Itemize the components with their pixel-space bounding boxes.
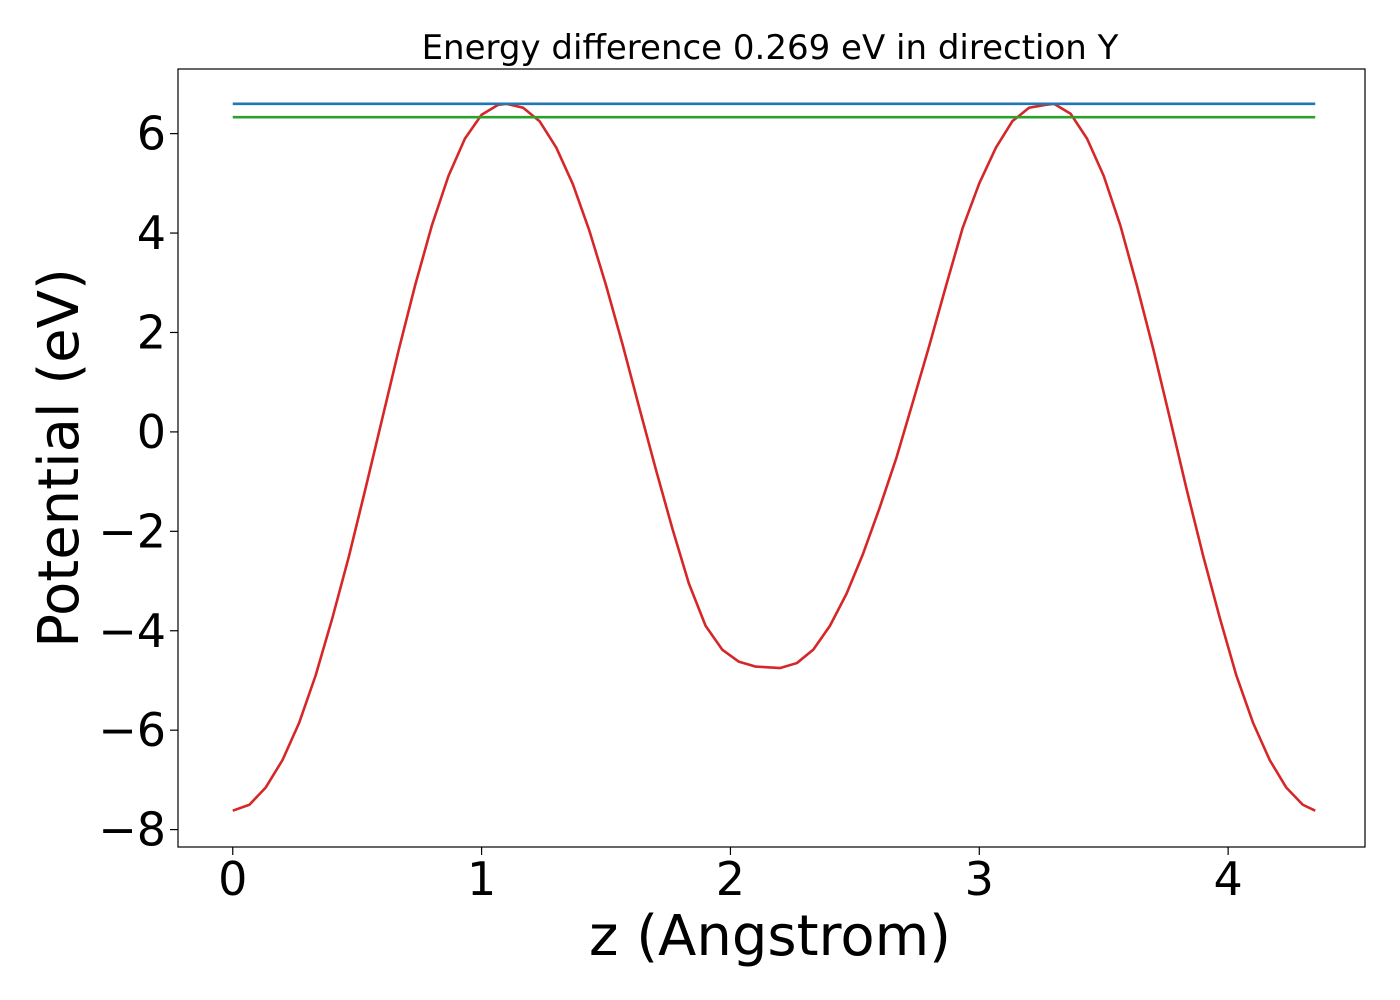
x-tick-label: 1 xyxy=(467,852,496,906)
series-layer xyxy=(232,102,1316,812)
y-tick-label: 0 xyxy=(137,405,166,459)
y-tick-label: 2 xyxy=(137,305,166,359)
y-axis-ticks: −8 −6 −4 −2 0 2 4 6 xyxy=(98,107,178,857)
series-line-0 xyxy=(232,102,1316,812)
x-tick-label: 0 xyxy=(218,852,247,906)
x-tick-label: 3 xyxy=(965,852,994,906)
y-tick-label: 4 xyxy=(137,206,166,260)
y-tick-label: −2 xyxy=(98,504,166,558)
y-tick-label: −6 xyxy=(98,703,166,757)
x-tick-label: 2 xyxy=(716,852,745,906)
x-tick-label: 4 xyxy=(1213,852,1242,906)
y-tick-label: 6 xyxy=(137,107,166,161)
chart-title: Energy difference 0.269 eV in direction … xyxy=(422,28,1119,68)
y-axis-label: Potential (eV) xyxy=(27,268,92,648)
x-axis-ticks: 0 1 2 3 4 xyxy=(218,847,1243,906)
y-tick-label: −8 xyxy=(98,803,166,857)
plot-area xyxy=(177,68,1366,848)
x-axis-label: z (Angstrom) xyxy=(589,904,951,969)
y-tick-label: −4 xyxy=(98,604,166,658)
